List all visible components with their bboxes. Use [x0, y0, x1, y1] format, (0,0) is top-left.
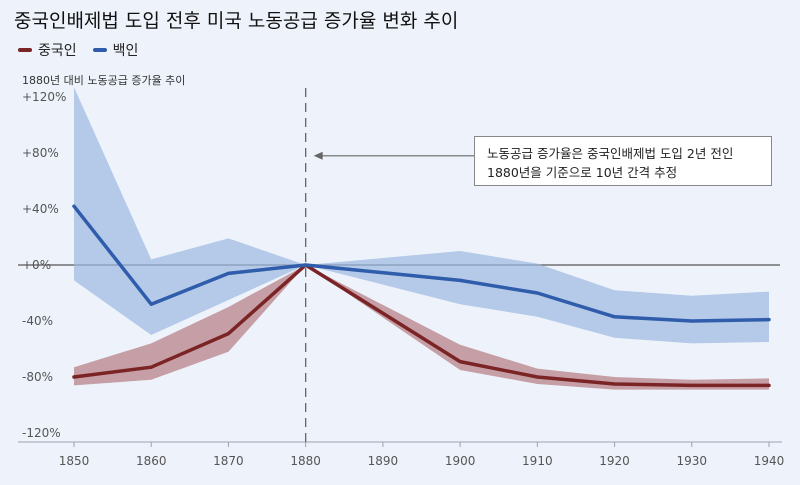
x-tick-label: 1900	[445, 454, 476, 468]
series-point-1	[226, 271, 230, 275]
chart-title: 중국인배제법 도입 전후 미국 노동공급 증가율 변화 추이	[14, 10, 459, 32]
confidence-band-0	[74, 265, 769, 390]
legend-item-white: 백인	[92, 40, 139, 60]
x-tick-label: 1850	[59, 454, 90, 468]
series-point-1	[458, 278, 462, 282]
x-tick-label: 1910	[522, 454, 553, 468]
legend: 중국인 백인	[18, 40, 138, 60]
y-tick-label: +40%	[22, 202, 59, 216]
series-line-layer	[72, 204, 771, 388]
y-tick-label: -40%	[22, 314, 53, 328]
annotation-line-2: 1880년을 기준으로 10년 간격 추정	[487, 165, 678, 180]
series-point-1	[72, 204, 76, 208]
series-point-0	[767, 383, 771, 387]
y-tick-label: +80%	[22, 146, 59, 160]
series-point-1	[149, 302, 153, 306]
legend-item-chinese: 중국인	[18, 40, 77, 60]
annotation-arrowhead	[313, 151, 323, 160]
series-point-1	[613, 315, 617, 319]
x-tick-label: 1920	[599, 454, 630, 468]
series-point-1	[304, 263, 308, 267]
series-point-0	[226, 332, 230, 336]
series-point-1	[535, 291, 539, 295]
x-tick-label: 1860	[136, 454, 167, 468]
legend-label-white: 백인	[112, 43, 139, 59]
chart-subtitle: 1880년 대비 노동공급 증가율 추이	[22, 74, 186, 87]
legend-swatch-chinese	[18, 48, 32, 52]
x-tick-label: 1940	[754, 454, 785, 468]
series-point-0	[535, 375, 539, 379]
x-tick-label: 1890	[368, 454, 399, 468]
confidence-band-layer	[74, 87, 769, 390]
axis-layer: 1850 1860 1870 1880 1890 1900 1910 1920 1930 1940…	[18, 88, 784, 468]
series-point-0	[458, 360, 462, 364]
legend-swatch-white	[92, 48, 107, 52]
legend-label-chinese: 중국인	[38, 43, 77, 59]
y-tick-label: -80%	[22, 370, 53, 384]
series-point-0	[613, 382, 617, 386]
x-tick-label: 1870	[213, 454, 244, 468]
x-tick-label: 1930	[677, 454, 708, 468]
series-point-1	[767, 318, 771, 322]
y-tick-label: +120%	[22, 90, 66, 104]
annotation-box: 노동공급 증가율은 중국인배제법 도입 2년 전인 1880년을 기준으로 10…	[474, 136, 772, 186]
confidence-band-1	[74, 87, 769, 344]
series-point-0	[149, 365, 153, 369]
annotation-arrow-layer	[313, 151, 474, 160]
series-point-0	[690, 383, 694, 387]
y-tick-label: -120%	[22, 426, 61, 440]
x-tick-label: 1880	[290, 454, 321, 468]
annotation-line-1: 노동공급 증가율은 중국인배제법 도입 2년 전인	[487, 146, 734, 161]
series-point-0	[72, 375, 76, 379]
series-point-1	[690, 319, 694, 323]
